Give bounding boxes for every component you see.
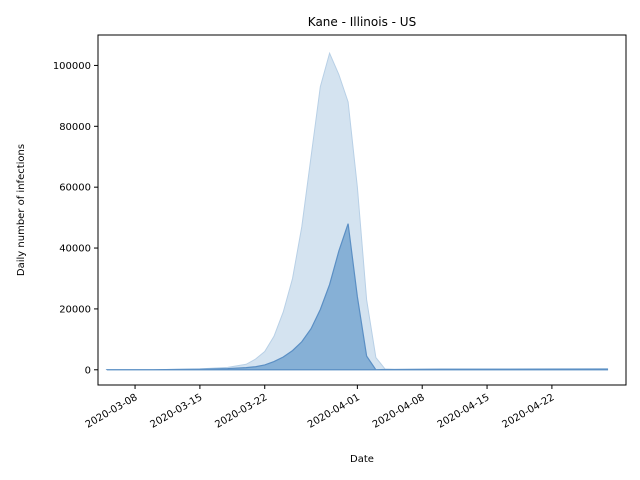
y-tick-label: 40000	[59, 244, 91, 255]
median-area	[105, 223, 609, 371]
y-tick-label: 20000	[59, 304, 91, 315]
chart-title: Kane - Illinois - US	[308, 15, 416, 29]
y-tick-label: 60000	[59, 183, 91, 194]
x-axis-title: Date	[350, 454, 374, 465]
y-tick-label: 0	[85, 365, 91, 376]
y-axis-title: Daily number of infections	[16, 144, 27, 276]
series-layer	[105, 51, 609, 371]
y-axis: 0 20000 40000 60000 80000 100000	[53, 61, 98, 376]
y-tick-label: 100000	[53, 61, 91, 72]
plot-frame	[97, 34, 627, 386]
y-tick-label: 80000	[59, 122, 91, 133]
